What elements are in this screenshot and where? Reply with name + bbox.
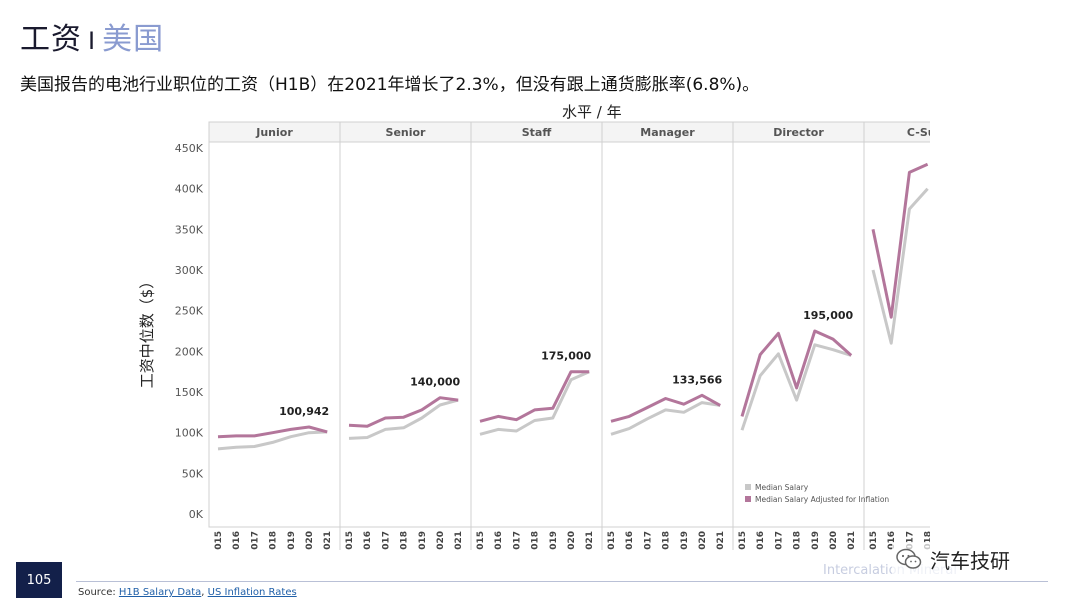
x-tick-label: 2019: [811, 531, 821, 550]
series-median-salary: [479, 370, 590, 436]
series-median-salary: [740, 343, 852, 431]
x-tick-label: 2021: [716, 531, 726, 550]
series-adjusted-salary: [217, 425, 328, 439]
x-tick-label: 2015: [738, 531, 748, 550]
data-label: 175,000: [541, 350, 591, 363]
legend-label: Median Salary Adjusted for Inflation: [755, 495, 889, 504]
x-tick-label: 2018: [269, 531, 279, 550]
title-separator: I: [88, 27, 97, 55]
wechat-watermark: 汽车技研: [892, 542, 1014, 576]
series-adjusted-salary: [740, 329, 853, 417]
x-tick-label: 2018: [400, 531, 410, 550]
x-tick-label: 2020: [567, 531, 577, 550]
x-tick-label: 2017: [250, 531, 260, 550]
x-tick-label: 2015: [476, 531, 486, 550]
y-tick-label: 200K: [175, 345, 204, 358]
x-tick-label: 2018: [531, 531, 541, 550]
x-tick-label: 2016: [756, 531, 766, 550]
x-tick-label: 2015: [607, 531, 617, 550]
series-adjusted-salary: [610, 393, 721, 423]
series-adjusted-salary: [348, 396, 459, 428]
y-tick-label: 450K: [175, 142, 204, 155]
panel-title: Junior: [255, 126, 293, 139]
x-tick-label: 2019: [680, 531, 690, 550]
y-axis-label: 工资中位数（$）: [138, 274, 156, 389]
x-tick-label: 2015: [869, 531, 879, 550]
x-tick-label: 2020: [436, 531, 446, 550]
page-number: 105: [16, 562, 62, 598]
y-tick-label: 0K: [189, 508, 204, 521]
legend-swatch: [745, 496, 751, 502]
x-tick-label: 2020: [698, 531, 708, 550]
footer-divider: [76, 581, 1048, 582]
series-adjusted-salary: [479, 370, 590, 423]
wechat-icon: [896, 548, 922, 569]
x-tick-label: 2017: [381, 531, 391, 550]
data-label: 195,000: [803, 309, 853, 322]
source-link-h1b[interactable]: H1B Salary Data: [118, 587, 202, 598]
watermark-text: 汽车技研: [930, 548, 1010, 573]
chart-title: 水平 / 年: [562, 103, 622, 121]
slide-title: 工资 I 美国: [20, 18, 164, 62]
source-link-inflation[interactable]: US Inflation Rates: [207, 587, 297, 598]
x-tick-label: 2018: [793, 531, 803, 550]
y-tick-label: 150K: [175, 386, 204, 399]
x-tick-label: 2017: [643, 531, 653, 550]
legend-swatch: [745, 484, 751, 490]
x-tick-label: 2015: [345, 531, 355, 550]
series-median-salary: [217, 430, 328, 451]
series-median-salary: [348, 398, 459, 440]
series-median-salary: [871, 187, 929, 345]
panel-title: C-Suite: [907, 126, 930, 139]
x-tick-label: 2020: [829, 531, 839, 550]
panel-title: Manager: [640, 126, 695, 139]
x-tick-label: 2020: [305, 531, 315, 550]
y-tick-label: 100K: [175, 427, 204, 440]
headline: 美国报告的电池行业职位的工资（H1B）在2021年增长了2.3%，但没有跟上通货…: [20, 75, 760, 95]
series-adjusted-salary: [871, 162, 929, 319]
x-tick-label: 2016: [625, 531, 635, 550]
source-prefix: Source:: [78, 587, 119, 598]
x-tick-label: 2019: [549, 531, 559, 550]
data-label: 140,000: [410, 376, 460, 389]
x-tick-label: 2016: [887, 531, 897, 550]
title-region: 美国: [102, 22, 165, 57]
panel-title: Staff: [522, 126, 552, 139]
x-tick-label: 2021: [585, 531, 595, 550]
panel-title: Senior: [386, 126, 427, 139]
x-tick-label: 2017: [905, 531, 915, 550]
x-tick-label: 2021: [323, 531, 333, 550]
y-tick-label: 50K: [182, 467, 204, 480]
x-tick-label: 2019: [418, 531, 428, 550]
x-tick-label: 2016: [232, 531, 242, 550]
source-line: Source: H1B Salary Data, US Inflation Ra…: [78, 587, 297, 598]
panel-title: Director: [773, 126, 824, 139]
legend-label: Median Salary: [755, 483, 809, 492]
series-median-salary: [610, 401, 721, 436]
salary-line-chart: 0K 50K 100K 150K 200K 250K 300K 350K 400K 450K 工资中…: [138, 121, 930, 550]
y-tick-label: 300K: [175, 264, 204, 277]
source-separator: ,: [201, 587, 208, 598]
data-label: 100,942: [279, 405, 329, 418]
x-tick-label: 2018: [662, 531, 672, 550]
x-tick-label: 2021: [454, 531, 464, 550]
y-tick-label: 350K: [175, 223, 204, 236]
x-tick-label: 2018: [924, 531, 930, 550]
x-tick-label: 2017: [774, 531, 784, 550]
x-tick-label: 2021: [847, 531, 857, 550]
x-tick-label: 2019: [287, 531, 297, 550]
y-tick-label: 400K: [175, 183, 204, 196]
x-tick-label: 2016: [494, 531, 504, 550]
title-main: 工资: [20, 22, 82, 57]
y-tick-label: 250K: [175, 305, 204, 318]
x-tick-label: 2017: [512, 531, 522, 550]
x-tick-label: 2015: [214, 531, 224, 550]
x-tick-label: 2016: [363, 531, 373, 550]
data-label: 133,566: [672, 373, 722, 386]
